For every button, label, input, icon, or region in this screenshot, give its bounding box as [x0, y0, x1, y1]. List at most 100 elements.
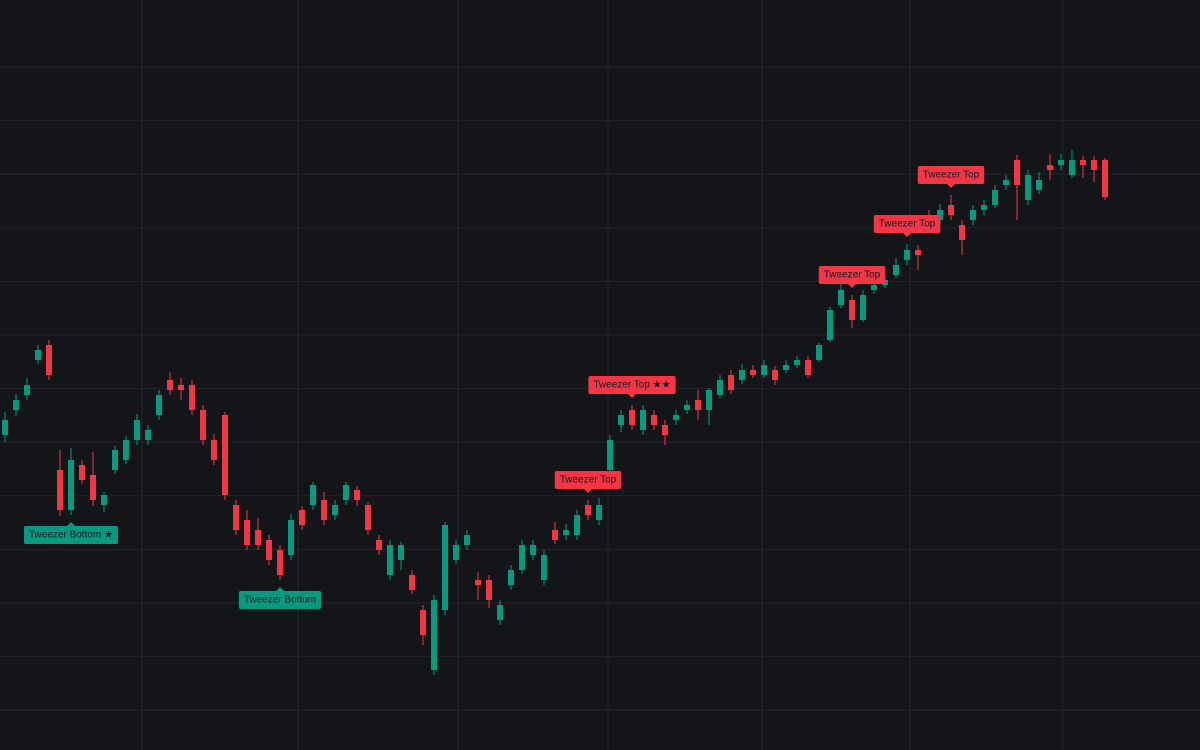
candle-body — [156, 395, 162, 415]
candle-body — [299, 510, 305, 525]
candle-body — [35, 350, 41, 360]
candle-body — [1091, 160, 1097, 170]
candle-body — [838, 290, 844, 305]
candle-body — [728, 375, 734, 390]
candle-body — [739, 370, 745, 380]
pattern-label: Tweezer Bottom — [238, 587, 322, 609]
pattern-label-pointer — [848, 284, 856, 288]
candle-body — [651, 415, 657, 425]
candle-body — [288, 520, 294, 555]
candle-body — [915, 250, 921, 255]
pattern-label-box — [873, 215, 941, 233]
candle-body — [981, 205, 987, 210]
candle-body — [992, 190, 998, 205]
candle-body — [145, 430, 151, 440]
pattern-label-text: Tweezer Top — [923, 170, 980, 181]
candle-body — [585, 505, 591, 515]
candle-body — [1036, 180, 1042, 190]
pattern-label-text: Tweezer Top — [824, 270, 881, 281]
candle-body — [761, 365, 767, 375]
candle-body — [640, 410, 646, 430]
pattern-label-text: Tweezer Bottom — [244, 595, 316, 606]
candle-body — [112, 450, 118, 470]
pattern-label: Tweezer Top — [917, 166, 985, 188]
candle-body — [442, 525, 448, 610]
candle-body — [750, 370, 756, 375]
candle-body — [937, 210, 943, 220]
candle-body — [1058, 160, 1064, 165]
pattern-label: Tweezer Top — [818, 266, 886, 288]
candle-body — [321, 500, 327, 520]
candle-body — [46, 345, 52, 375]
candle-body — [398, 545, 404, 560]
candle-body — [167, 380, 173, 390]
candle-body — [343, 485, 349, 500]
candle-body — [1102, 160, 1108, 197]
candle-body — [519, 545, 525, 570]
pattern-label-pointer — [903, 233, 911, 237]
candle-body — [772, 370, 778, 380]
candle-body — [783, 365, 789, 370]
candle-body — [695, 400, 701, 410]
candle-body — [486, 580, 492, 600]
candle-body — [893, 265, 899, 275]
pattern-label-text: Tweezer Top — [879, 219, 936, 230]
candle-body — [497, 605, 503, 620]
candle-body — [387, 545, 393, 575]
candle-body — [816, 345, 822, 360]
pattern-label-box — [818, 266, 886, 284]
candle-body — [717, 380, 723, 395]
candle-body — [948, 205, 954, 215]
candle-body — [420, 610, 426, 635]
candle-body — [79, 465, 85, 480]
candle-body — [365, 505, 371, 530]
candle-body — [211, 440, 217, 460]
candle-body — [563, 530, 569, 535]
candle-body — [805, 360, 811, 375]
candle-body — [607, 440, 613, 470]
candle-body — [662, 425, 668, 435]
candle-body — [68, 460, 74, 510]
candle-body — [123, 440, 129, 460]
pattern-label-pointer — [67, 522, 75, 526]
candle-body — [860, 295, 866, 320]
candle-body — [673, 415, 679, 420]
pattern-label-box — [238, 591, 322, 609]
candle-body — [618, 415, 624, 425]
pattern-label-pointer — [584, 489, 592, 493]
candle-body — [222, 415, 228, 495]
pattern-label-text: Tweezer Bottom ★ — [29, 530, 113, 541]
candle-body — [189, 385, 195, 410]
candle-body — [1069, 160, 1075, 175]
candle-body — [464, 535, 470, 545]
candle-body — [574, 515, 580, 535]
pattern-label-box — [24, 526, 118, 544]
candle-body — [101, 495, 107, 505]
pattern-label-box — [588, 376, 676, 394]
candle-body — [57, 470, 63, 510]
pattern-label-pointer — [628, 394, 636, 398]
candle-body — [134, 420, 140, 440]
pattern-label-pointer — [947, 184, 955, 188]
candle-body — [13, 400, 19, 410]
pattern-label: Tweezer Top ★★ — [588, 376, 676, 398]
candle-body — [794, 360, 800, 365]
candle-body — [376, 540, 382, 550]
candle-body — [530, 545, 536, 555]
pattern-label-box — [554, 471, 622, 489]
candle-body — [871, 285, 877, 290]
candle-body — [24, 385, 30, 395]
candle-body — [1025, 175, 1031, 200]
candle-body — [1047, 165, 1053, 170]
candle-body — [1080, 160, 1086, 165]
candle-body — [2, 420, 8, 435]
candle-body — [541, 555, 547, 580]
candle-body — [629, 410, 635, 425]
candle-body — [277, 550, 283, 575]
candle-body — [310, 485, 316, 505]
pattern-label: Tweezer Top — [873, 215, 941, 237]
pattern-label-text: Tweezer Top ★★ — [593, 380, 670, 391]
candle-body — [904, 250, 910, 260]
